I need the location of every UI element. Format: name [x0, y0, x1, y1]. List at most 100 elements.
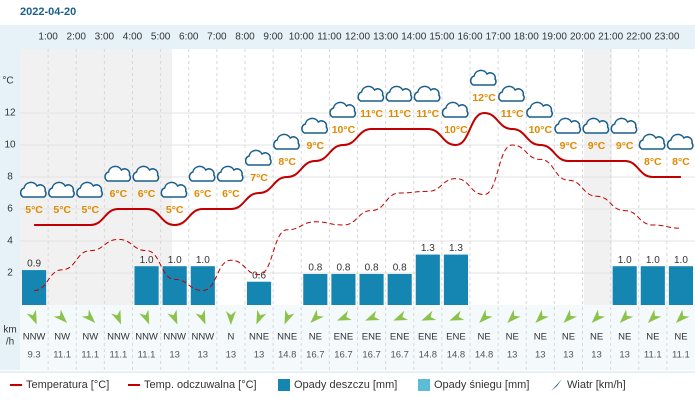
wind-direction: NE	[534, 332, 547, 343]
y-axis-label: °C	[2, 76, 13, 87]
weather-icon	[610, 117, 638, 134]
temperature-label: 6°C	[138, 188, 156, 200]
wind-arrow	[336, 310, 352, 321]
rain-bar	[668, 266, 693, 305]
wind-speed: 13	[563, 350, 574, 361]
wind-arrow	[225, 311, 236, 325]
wind-direction: NNE	[277, 332, 297, 343]
arrow	[449, 310, 465, 321]
rain-bar	[359, 273, 384, 305]
rain-label: 1.0	[674, 255, 688, 266]
temperature-label: 8°C	[672, 156, 690, 168]
x-tick-label: 12:00	[345, 32, 370, 43]
wind-direction: NE	[562, 332, 575, 343]
arrow	[111, 309, 122, 325]
cloud	[413, 85, 441, 102]
wind-direction: NNE	[249, 332, 269, 343]
arrow	[310, 309, 324, 323]
cloud	[666, 133, 694, 150]
wind-arrow	[675, 309, 690, 323]
rain-bar	[162, 266, 187, 305]
x-tick-label: 5:00	[151, 32, 171, 43]
weather-icon	[104, 165, 132, 182]
wind-speed: 16.7	[362, 350, 381, 361]
rain-bar	[443, 254, 468, 305]
x-tick-label: 21:00	[598, 32, 623, 43]
temperature-label: 9°C	[616, 140, 634, 152]
temperature-label: 11°C	[388, 108, 411, 120]
temperature-label: 10°C	[332, 124, 356, 136]
wind-direction: N	[228, 332, 235, 343]
wind-arrow	[479, 309, 493, 323]
rain-bar	[387, 273, 412, 305]
weather-icon	[132, 165, 160, 182]
arrow	[167, 309, 178, 325]
cloud	[76, 181, 103, 198]
temperature-label: 11°C	[416, 108, 439, 120]
wind-speed: 11.1	[53, 350, 71, 361]
rain-label: 1.0	[618, 255, 632, 266]
temperature-label: 8°C	[644, 156, 662, 168]
temperature-label: 9°C	[307, 140, 325, 152]
wind-arrow	[310, 309, 324, 323]
cloud	[469, 69, 497, 86]
cloud	[160, 181, 188, 198]
wind-arrow	[449, 310, 465, 321]
arrow	[507, 309, 521, 323]
wind-unit: km	[3, 325, 16, 336]
weather-icon	[638, 133, 666, 150]
y-tick-label: 12	[4, 108, 16, 119]
weather-icon	[357, 85, 385, 102]
weather-icon	[666, 133, 694, 150]
cloud	[104, 165, 132, 182]
wind-direction: NE	[506, 332, 519, 343]
wind-speed: 13	[591, 350, 602, 361]
rain-label: 0.8	[308, 263, 322, 274]
x-tick-label: 9:00	[263, 32, 283, 43]
wind-direction: NNW	[191, 332, 214, 343]
wind-speed: 16.7	[390, 350, 409, 361]
arrow	[675, 309, 690, 323]
arrow	[225, 311, 236, 325]
cloud	[273, 133, 300, 150]
x-tick-label: 23:00	[654, 32, 679, 43]
x-tick-label: 2:00	[67, 32, 87, 43]
rain-label: 0.9	[27, 259, 41, 270]
cloud	[244, 149, 272, 166]
arrow	[647, 309, 662, 323]
x-tick-label: 10:00	[289, 32, 314, 43]
rain-bar	[415, 254, 440, 305]
rain-label: 1.3	[421, 243, 435, 254]
wind-speed: 13	[507, 350, 518, 361]
weather-icon	[441, 101, 469, 118]
arrow	[195, 309, 206, 325]
temperature-label: 6°C	[110, 188, 128, 200]
temperature-label: 5°C	[166, 204, 184, 216]
wind-arrow	[139, 309, 150, 325]
x-tick-label: 18:00	[514, 32, 539, 43]
wind-speed: 16.7	[306, 350, 325, 361]
cloud	[301, 117, 328, 134]
arrow	[479, 309, 493, 323]
rain-label: 1.0	[646, 255, 660, 266]
wind-arrow	[111, 309, 122, 325]
wind-direction: NW	[82, 332, 98, 343]
rain-label: 1.0	[168, 255, 182, 266]
wind-speed: 13	[254, 350, 265, 361]
rain-bar	[331, 273, 356, 305]
weather-icon	[19, 181, 47, 198]
wind-speed: 13	[226, 350, 237, 361]
wind-arrow	[26, 309, 37, 325]
cloud	[19, 181, 47, 198]
weather-icon	[273, 133, 300, 150]
x-tick-label: 22:00	[626, 32, 651, 43]
legend-label: Opady deszczu [mm]	[294, 379, 397, 391]
arrow	[336, 310, 352, 321]
weather-icon	[582, 117, 610, 134]
wind-arrow	[421, 310, 437, 321]
wind-arrow	[284, 309, 295, 325]
wind-direction: NE	[477, 332, 490, 343]
temperature-label: 5°C	[53, 204, 71, 216]
rain-label: 0.8	[393, 263, 407, 274]
x-tick-label: 7:00	[207, 32, 227, 43]
